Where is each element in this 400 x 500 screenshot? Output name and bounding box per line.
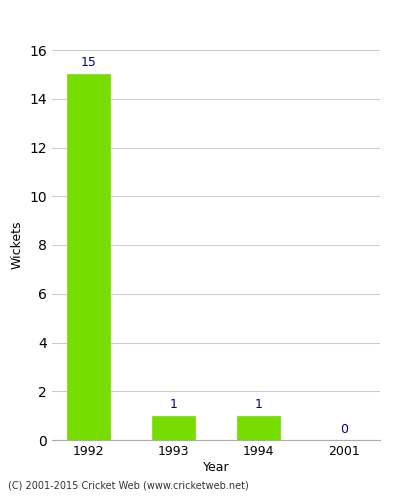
Bar [152,416,195,440]
Text: 1: 1 [170,398,177,411]
Bar [237,416,280,440]
X-axis label: Year: Year [203,460,229,473]
Text: 15: 15 [80,56,96,70]
Text: 0: 0 [340,424,348,436]
Text: 1: 1 [255,398,262,411]
Text: (C) 2001-2015 Cricket Web (www.cricketweb.net): (C) 2001-2015 Cricket Web (www.cricketwe… [8,480,249,490]
Y-axis label: Wickets: Wickets [11,221,24,269]
Bar [67,74,110,440]
